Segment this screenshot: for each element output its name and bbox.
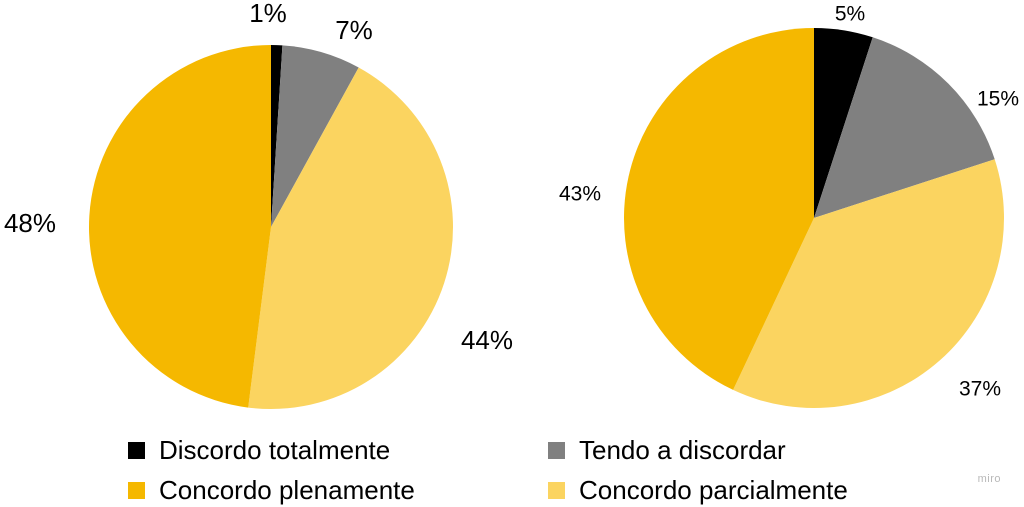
legend-item-discordo-totalmente: Discordo totalmente — [128, 433, 390, 467]
pie-2-label-discordo-totalmente: 5% — [835, 3, 865, 26]
pie-1-slice-discordo-totalmente — [271, 45, 283, 227]
legend-swatch-tendo-a-discordar — [548, 441, 565, 459]
pie-1-label-concordo-parcialmente: 44% — [461, 325, 513, 355]
legend-swatch-discordo-totalmente — [128, 441, 145, 459]
legend: Discordo totalmente Tendo a discordar Co… — [0, 428, 1024, 507]
pie-2-label-concordo-parcialmente: 37% — [959, 378, 1001, 401]
pie-1-slice-concordo-parcialmente — [248, 67, 454, 410]
pie-2-label-concordo-plenamente: 43% — [559, 183, 601, 206]
legend-label-concordo-parcialmente: Concordo parcialmente — [579, 475, 848, 505]
pie-2-slice-tendo-a-discordar — [814, 37, 995, 219]
legend-label-discordo-totalmente: Discordo totalmente — [159, 435, 391, 465]
pie-1-label-tendo-a-discordar: 7% — [335, 15, 373, 45]
pie-1-slice-concordo-plenamente — [88, 44, 272, 408]
pie-charts: 1% 7% 44% 48% 5% 15% 37% 43% — [4, 0, 1019, 410]
pie-2-label-tendo-a-discordar: 15% — [977, 88, 1019, 111]
pie-2-slice-discordo-totalmente — [814, 28, 873, 218]
pie-1-label-discordo-totalmente: 1% — [249, 0, 287, 28]
pie-2-slice-concordo-parcialmente — [733, 159, 1005, 408]
pie-1-slice-tendo-a-discordar — [271, 45, 359, 228]
miro-watermark: miro — [977, 473, 1001, 485]
pie-2-slice-concordo-plenamente — [624, 28, 814, 390]
legend-swatch-concordo-parcialmente — [548, 481, 565, 499]
pie-1-label-concordo-plenamente: 48% — [4, 208, 56, 238]
legend-item-concordo-parcialmente: Concordo parcialmente — [548, 473, 848, 507]
legend-item-tendo-a-discordar: Tendo a discordar — [548, 433, 786, 467]
legend-item-concordo-plenamente: Concordo plenamente — [128, 473, 415, 507]
legend-label-concordo-plenamente: Concordo plenamente — [159, 475, 415, 505]
legend-swatch-concordo-plenamente — [128, 481, 145, 499]
legend-label-tendo-a-discordar: Tendo a discordar — [579, 435, 786, 465]
